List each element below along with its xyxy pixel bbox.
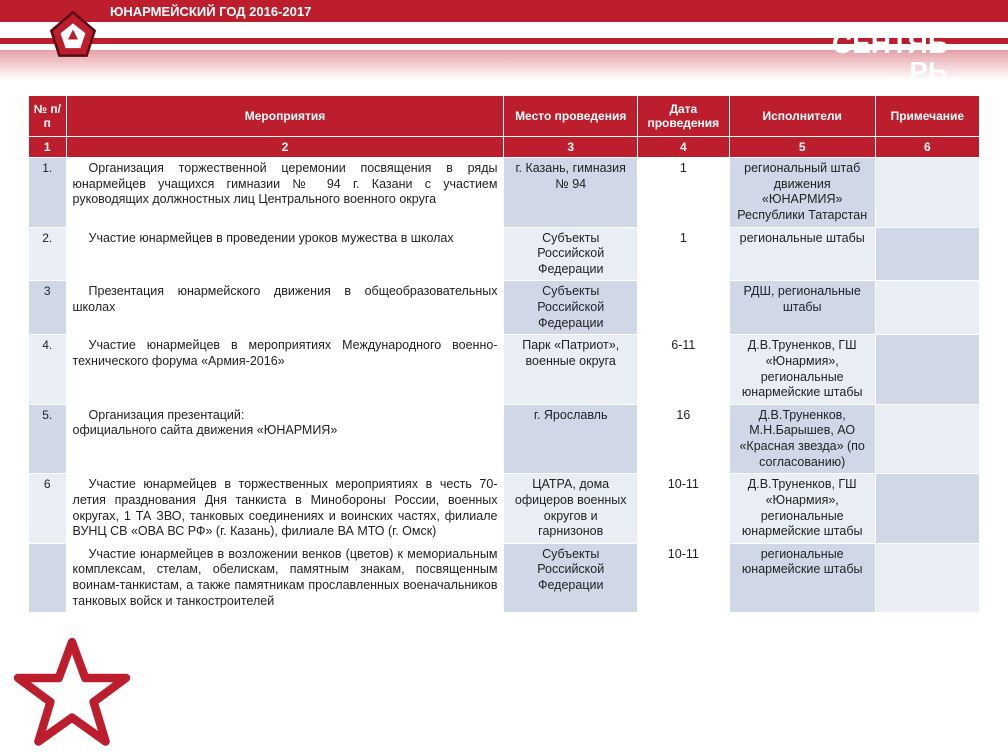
cell-event-l1: Организация презентаций:	[89, 408, 245, 422]
cell-num	[29, 543, 67, 613]
cell-loc: Субъекты Российской Федерации	[504, 543, 637, 613]
numcell: 1	[29, 137, 67, 158]
cell-event: Организация торжественной церемонии посв…	[66, 158, 504, 228]
cell-exec: региональные юнармейские штабы	[729, 543, 875, 613]
star-logo-icon	[12, 636, 132, 756]
cell-event: Участие юнармейцев в торжественных мероп…	[66, 474, 504, 544]
slide: ЮНАРМЕЙСКИЙ ГОД 2016-2017 СЕНТЯБ РЬ № п/…	[0, 0, 1008, 756]
events-table: № п/п Мероприятия Место проведения Дата …	[28, 95, 980, 613]
numcell: 3	[504, 137, 637, 158]
cell-exec: Д.В.Труненков, ГШ «Юнармия», региональны…	[729, 474, 875, 544]
th-exec: Исполнители	[729, 96, 875, 137]
table-number-row: 1 2 3 4 5 6	[29, 137, 980, 158]
cell-event-l2: официального сайта движения «ЮНАРМИЯ»	[73, 423, 338, 437]
cell-num: 5.	[29, 404, 67, 474]
cell-date: 1	[637, 158, 729, 228]
page-title: ЮНАРМЕЙСКИЙ ГОД 2016-2017	[110, 4, 311, 19]
table-row: 2. Участие юнармейцев в проведении уроко…	[29, 227, 980, 281]
cell-event: Презентация юнармейского движения в обще…	[66, 281, 504, 335]
table-row: Участие юнармейцев в возложении венков (…	[29, 543, 980, 613]
th-num: № п/п	[29, 96, 67, 137]
table-row: 1. Организация торжественной церемонии п…	[29, 158, 980, 228]
cell-num: 2.	[29, 227, 67, 281]
cell-event: Участие юнармейцев в возложении венков (…	[66, 543, 504, 613]
cell-note	[875, 404, 979, 474]
cell-note	[875, 474, 979, 544]
cell-exec: РДШ, региональные штабы	[729, 281, 875, 335]
numcell: 6	[875, 137, 979, 158]
table-row: 6 Участие юнармейцев в торжественных мер…	[29, 474, 980, 544]
cell-exec: Д.В.Труненков, ГШ «Юнармия», региональны…	[729, 335, 875, 405]
cell-exec: Д.В.Труненков, М.Н.Барышев, АО «Красная …	[729, 404, 875, 474]
table-head-row: № п/п Мероприятия Место проведения Дата …	[29, 96, 980, 137]
cell-event: Организация презентаций:официального сай…	[66, 404, 504, 474]
cell-num: 3	[29, 281, 67, 335]
cell-event: Участие юнармейцев в проведении уроков м…	[66, 227, 504, 281]
numcell: 5	[729, 137, 875, 158]
cell-date: 1	[637, 227, 729, 281]
cell-note	[875, 335, 979, 405]
cell-note	[875, 543, 979, 613]
cell-date: 16	[637, 404, 729, 474]
th-date: Дата проведения	[637, 96, 729, 137]
logo-yunarmiya-icon	[42, 6, 104, 68]
cell-note	[875, 281, 979, 335]
th-note: Примечание	[875, 96, 979, 137]
header: ЮНАРМЕЙСКИЙ ГОД 2016-2017 СЕНТЯБ РЬ	[0, 0, 1008, 95]
cell-num: 6	[29, 474, 67, 544]
month-label: СЕНТЯБ РЬ	[832, 30, 948, 86]
table-row: 5. Организация презентаций:официального …	[29, 404, 980, 474]
cell-loc: г. Ярославль	[504, 404, 637, 474]
cell-exec: региональный штаб движения «ЮНАРМИЯ» Рес…	[729, 158, 875, 228]
cell-exec: региональные штабы	[729, 227, 875, 281]
cell-date	[637, 281, 729, 335]
month-line1: СЕНТЯБ	[832, 28, 948, 59]
cell-loc: ЦАТРА, дома офицеров военных округов и г…	[504, 474, 637, 544]
cell-num: 1.	[29, 158, 67, 228]
cell-note	[875, 158, 979, 228]
cell-event: Участие юнармейцев в мероприятиях Междун…	[66, 335, 504, 405]
cell-loc: г. Казань, гимназия № 94	[504, 158, 637, 228]
numcell: 4	[637, 137, 729, 158]
numcell: 2	[66, 137, 504, 158]
table-row: 3 Презентация юнармейского движения в об…	[29, 281, 980, 335]
th-event: Мероприятия	[66, 96, 504, 137]
cell-loc: Субъекты Российской Федерации	[504, 281, 637, 335]
cell-num: 4.	[29, 335, 67, 405]
th-loc: Место проведения	[504, 96, 637, 137]
cell-note	[875, 227, 979, 281]
cell-loc: Парк «Патриот», военные округа	[504, 335, 637, 405]
month-line2: РЬ	[909, 56, 948, 87]
cell-date: 6-11	[637, 335, 729, 405]
table-row: 4. Участие юнармейцев в мероприятиях Меж…	[29, 335, 980, 405]
cell-date: 10-11	[637, 474, 729, 544]
cell-loc: Субъекты Российской Федерации	[504, 227, 637, 281]
cell-date: 10-11	[637, 543, 729, 613]
